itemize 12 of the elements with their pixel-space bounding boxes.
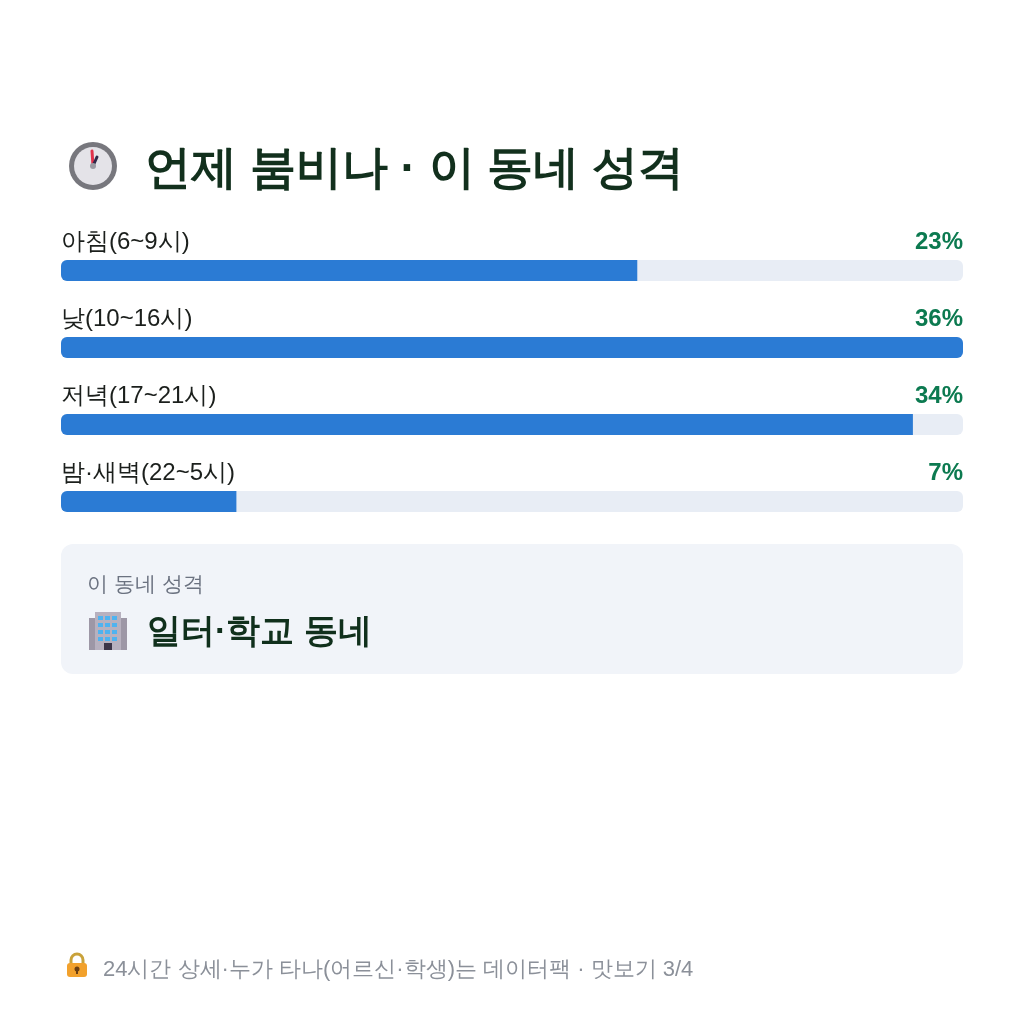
category: 밤·새벽(22~5시) <box>61 458 236 485</box>
value-label: 7% <box>928 458 963 485</box>
value-label: 23% <box>914 227 963 254</box>
card-title: 이 동네 성격 <box>87 572 204 595</box>
category: 낮(10~16시) <box>61 304 193 331</box>
category: 아침(6~9시) <box>61 227 190 254</box>
value-label: 34% <box>914 381 963 408</box>
card-value: 일터·학교 동네 <box>147 611 372 649</box>
value-label: 36% <box>914 304 963 331</box>
chart-title: 언제 붐비나 · 이 동네 성격 <box>145 141 685 193</box>
category: 저녁(17~21시) <box>61 381 217 408</box>
annotation: 24시간 상세·누가 타나(어르신·학생)는 데이터팩 · 맛보기 3/4 <box>103 956 694 981</box>
